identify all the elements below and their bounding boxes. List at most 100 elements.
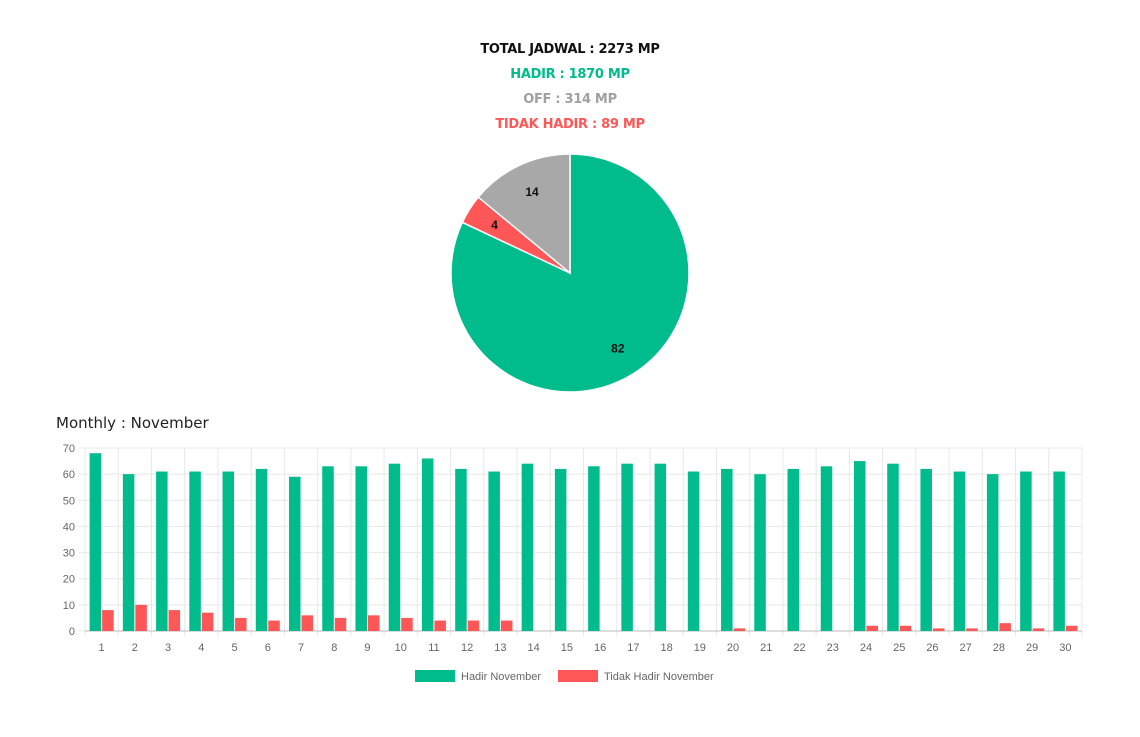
bar-tidak-hadir-8[interactable] [334,617,347,631]
bar-hadir-27[interactable] [953,471,966,631]
x-tick-label: 22 [793,642,805,654]
bar-hadir-15[interactable] [554,468,567,631]
bar-hadir-3[interactable] [156,471,168,631]
x-tick-label: 26 [926,642,938,654]
x-tick-label: 30 [1059,642,1071,654]
bar-tidak-hadir-20[interactable] [733,628,746,631]
legend-label: Hadir November [461,671,541,683]
x-tick-label: 21 [760,642,772,654]
bar-tidak-hadir-24[interactable] [866,625,878,631]
bar-hadir-17[interactable] [621,463,633,631]
x-tick-label: 14 [528,642,540,654]
monthly-title: Monthly : November [56,414,209,432]
bar-hadir-8[interactable] [322,466,334,631]
pie-label-4: 4 [491,218,498,232]
bar-hadir-23[interactable] [820,466,833,631]
bar-tidak-hadir-3[interactable] [168,610,181,631]
bar-hadir-13[interactable] [488,471,500,631]
bar-tidak-hadir-25[interactable] [899,625,912,631]
x-tick-label: 6 [265,642,271,654]
x-tick-label: 19 [694,642,706,654]
bar-tidak-hadir-7[interactable] [301,615,314,631]
x-tick-label: 28 [993,642,1005,654]
tidak-hadir-text: TIDAK HADIR : 89 MP [495,117,645,132]
y-tick-label: 0 [69,626,75,638]
bar-tidak-hadir-30[interactable] [1065,625,1078,631]
bar-hadir-14[interactable] [521,463,534,631]
bar-tidak-hadir-12[interactable] [467,620,480,631]
bar-hadir-24[interactable] [853,461,866,631]
y-tick-label: 60 [63,469,75,481]
bar-hadir-9[interactable] [355,466,367,631]
x-tick-label: 20 [727,642,739,654]
legend-item-tidak-hadir[interactable]: Tidak Hadir November [558,670,714,683]
x-tick-label: 3 [165,642,171,654]
x-tick-label: 13 [494,642,506,654]
x-tick-label: 11 [428,642,439,654]
bar-hadir-5[interactable] [222,471,235,631]
x-tick-label: 5 [231,642,237,654]
bar-tidak-hadir-5[interactable] [235,617,247,631]
bar-tidak-hadir-2[interactable] [135,604,147,631]
bar-tidak-hadir-9[interactable] [367,615,380,631]
bar-hadir-22[interactable] [787,468,800,631]
bar-hadir-25[interactable] [887,463,899,631]
bar-tidak-hadir-13[interactable] [500,620,513,631]
x-tick-label: 4 [198,642,204,654]
bar-hadir-19[interactable] [687,471,700,631]
bar-tidak-hadir-28[interactable] [999,623,1011,631]
bar-hadir-21[interactable] [754,474,766,631]
legend-label: Tidak Hadir November [604,671,714,683]
x-tick-label: 12 [461,642,473,654]
bar-hadir-12[interactable] [455,468,467,631]
bar-hadir-18[interactable] [654,463,667,631]
legend-swatch [558,670,598,682]
y-tick-label: 50 [63,495,75,507]
y-tick-label: 70 [63,443,75,455]
x-tick-label: 10 [395,642,407,654]
bar-hadir-2[interactable] [122,474,135,631]
bar-hadir-26[interactable] [920,468,932,631]
bar-tidak-hadir-26[interactable] [932,628,945,631]
x-tick-label: 25 [893,642,905,654]
bar-hadir-4[interactable] [189,471,201,631]
bar-tidak-hadir-4[interactable] [201,612,214,631]
bar-tidak-hadir-10[interactable] [401,617,413,631]
bar-tidak-hadir-29[interactable] [1032,628,1045,631]
bar-hadir-6[interactable] [255,468,268,631]
x-tick-label: 9 [364,642,370,654]
off-text: OFF : 314 MP [523,92,617,107]
bar-hadir-7[interactable] [289,476,301,631]
bar-hadir-29[interactable] [1020,471,1032,631]
x-tick-label: 24 [860,642,872,654]
pie-slice-82[interactable] [450,153,690,393]
bar-tidak-hadir-1[interactable] [102,610,114,631]
total-jadwal-text: TOTAL JADWAL : 2273 MP [480,42,660,57]
x-tick-label: 2 [132,642,138,654]
pie-chart-svg: 82 4 14 [450,153,690,393]
bar-hadir-28[interactable] [986,474,999,631]
x-tick-label: 8 [331,642,337,654]
x-tick-label: 16 [594,642,606,654]
bar-tidak-hadir-27[interactable] [966,628,978,631]
x-tick-label: 17 [627,642,639,654]
bar-hadir-20[interactable] [721,468,733,631]
legend-swatch [415,670,455,682]
x-tick-label: 23 [827,642,839,654]
bar-hadir-30[interactable] [1053,471,1065,631]
bar-hadir-16[interactable] [588,466,600,631]
pie-slice-14[interactable] [477,153,571,275]
hadir-text: HADIR : 1870 MP [510,67,630,82]
pie-chart: 82 4 14 [445,148,695,398]
bar-legend: Hadir November Tidak Hadir November [415,670,714,683]
bar-tidak-hadir-11[interactable] [434,620,446,631]
bar-tidak-hadir-6[interactable] [268,620,280,631]
x-tick-label: 7 [298,642,304,654]
legend-item-hadir[interactable]: Hadir November [415,670,541,683]
bar-hadir-10[interactable] [388,463,401,631]
bar-hadir-11[interactable] [421,458,434,631]
bar-chart: 0 10 20 30 40 50 60 70 1 2 3 4 5 6 7 8 9 10 11 12 13 14 15 16 17… [0,436,1140,696]
x-tick-label: 29 [1026,642,1038,654]
bar-hadir-1[interactable] [89,453,102,631]
